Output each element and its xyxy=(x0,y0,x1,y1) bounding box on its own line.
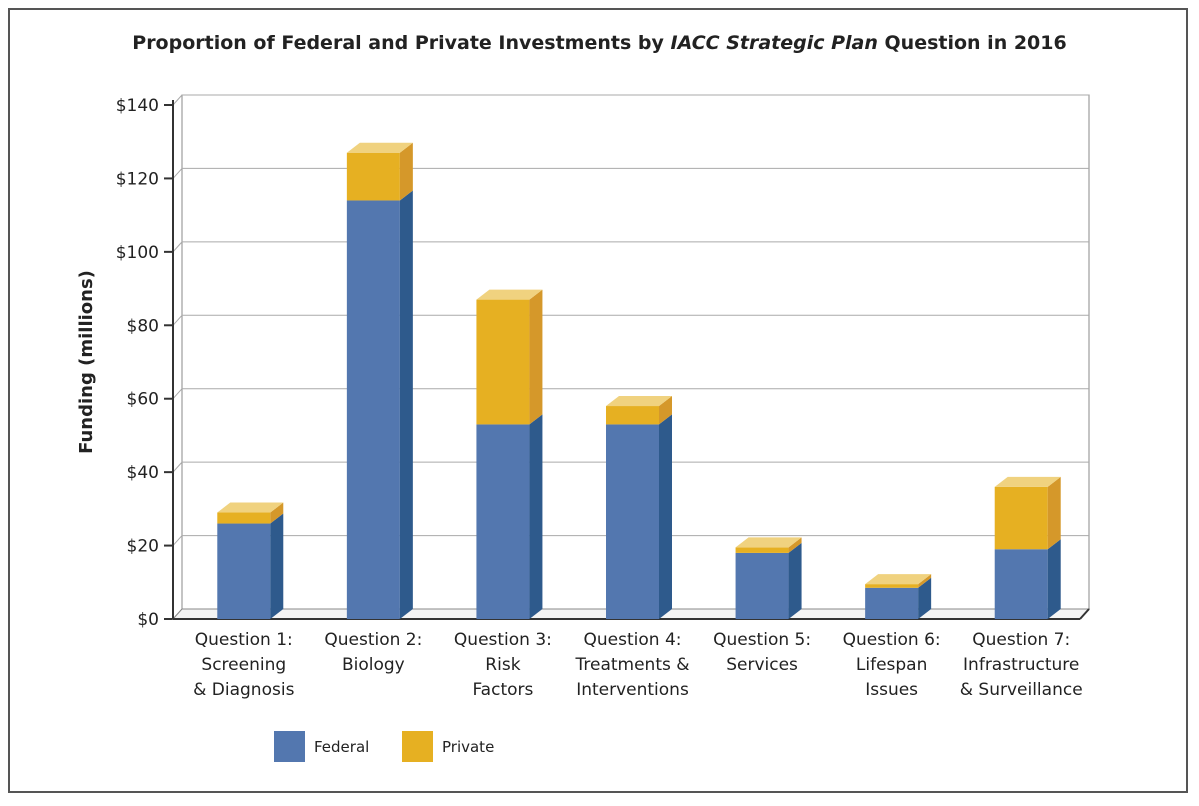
y-tick-label: $100 xyxy=(116,243,159,263)
bar-federal xyxy=(994,549,1048,619)
bar-top xyxy=(735,537,802,548)
gridline-depth xyxy=(172,314,183,326)
chart-title: Proportion of Federal and Private Invest… xyxy=(0,32,1199,54)
title-part: IACC Strategic Plan xyxy=(670,32,878,54)
bar-side-federal xyxy=(1047,539,1061,619)
bar-federal xyxy=(346,200,400,619)
bar-side-private xyxy=(659,396,672,425)
x-tick-label: Services xyxy=(726,655,798,675)
x-tick-label: Factors xyxy=(472,680,533,700)
bar-federal xyxy=(735,552,789,619)
bar-side-private xyxy=(399,142,413,201)
bar-federal xyxy=(865,587,919,619)
bar-federal xyxy=(476,424,530,619)
bar-top xyxy=(865,574,932,585)
bar-private xyxy=(217,512,271,524)
x-tick-label: Biology xyxy=(342,655,405,675)
bar-side-private xyxy=(529,289,543,425)
y-tick-label: $20 xyxy=(127,537,159,557)
bar-top xyxy=(606,396,672,407)
bar-top xyxy=(346,142,413,153)
bar-side-federal xyxy=(270,513,284,619)
x-tick-label: Infrastructure xyxy=(963,655,1079,675)
bar-private xyxy=(994,486,1048,550)
y-axis-label: Funding (millions) xyxy=(76,270,97,454)
x-tick-label: Treatments & xyxy=(574,655,689,675)
bar-top xyxy=(994,476,1061,487)
y-tick-label: $140 xyxy=(116,96,159,116)
bar-private xyxy=(476,299,530,425)
bar-private xyxy=(346,152,400,201)
legend-swatch-private xyxy=(402,731,433,762)
y-tick-label: $0 xyxy=(137,610,159,630)
legend-label: Private xyxy=(442,738,494,756)
bar-private xyxy=(865,584,919,588)
gridline-depth xyxy=(172,241,183,253)
bar-private xyxy=(606,406,659,425)
y-tick-label: $40 xyxy=(127,463,159,483)
y-tick-label: $60 xyxy=(127,390,159,410)
x-tick-label: Lifespan xyxy=(856,655,927,675)
chart-frame xyxy=(8,8,1188,793)
bar-top xyxy=(476,289,543,300)
bar-private xyxy=(735,547,789,553)
x-axis-end xyxy=(1079,608,1090,620)
x-tick-label: Question 5: xyxy=(713,630,811,650)
bar-top xyxy=(217,502,284,513)
x-tick-label: Interventions xyxy=(576,680,689,700)
x-tick-label: Question 4: xyxy=(584,630,682,650)
bar-side-federal xyxy=(788,542,802,619)
gridline-depth xyxy=(172,94,183,106)
gridline-depth xyxy=(172,168,183,179)
y-tick-label: $120 xyxy=(116,169,159,189)
bar-side-federal xyxy=(918,577,932,619)
bar-side-private xyxy=(918,574,932,588)
y-tick-label: $80 xyxy=(127,316,159,336)
x-tick-label: Risk xyxy=(485,655,520,675)
x-tick-label: Question 6: xyxy=(843,630,941,650)
x-tick-label: Issues xyxy=(865,680,918,700)
title-part: Question in 2016 xyxy=(877,32,1067,54)
bar-side-private xyxy=(1047,476,1061,550)
x-tick-label: & Diagnosis xyxy=(193,680,294,700)
x-tick-label: Question 2: xyxy=(324,630,422,650)
gridline-depth xyxy=(172,388,183,400)
gridline-depth xyxy=(172,535,183,546)
x-tick-label: Question 7: xyxy=(972,630,1070,650)
bar-side-private xyxy=(270,502,284,524)
x-tick-label: & Surveillance xyxy=(960,680,1083,700)
bar-side-federal xyxy=(399,190,413,619)
x-tick-label: Question 1: xyxy=(195,630,293,650)
legend-label: Federal xyxy=(314,738,369,756)
legend-swatch-federal xyxy=(274,731,305,762)
bar-federal xyxy=(606,424,659,619)
bar-federal xyxy=(217,523,271,619)
x-tick-label: Question 3: xyxy=(454,630,552,650)
bar-side-federal xyxy=(659,414,672,619)
x-tick-label: Screening xyxy=(201,655,286,675)
bar-side-federal xyxy=(529,414,543,619)
title-part: Proportion of Federal and Private Invest… xyxy=(132,32,671,54)
gridline-depth xyxy=(172,461,183,473)
bar-side-private xyxy=(788,537,802,553)
